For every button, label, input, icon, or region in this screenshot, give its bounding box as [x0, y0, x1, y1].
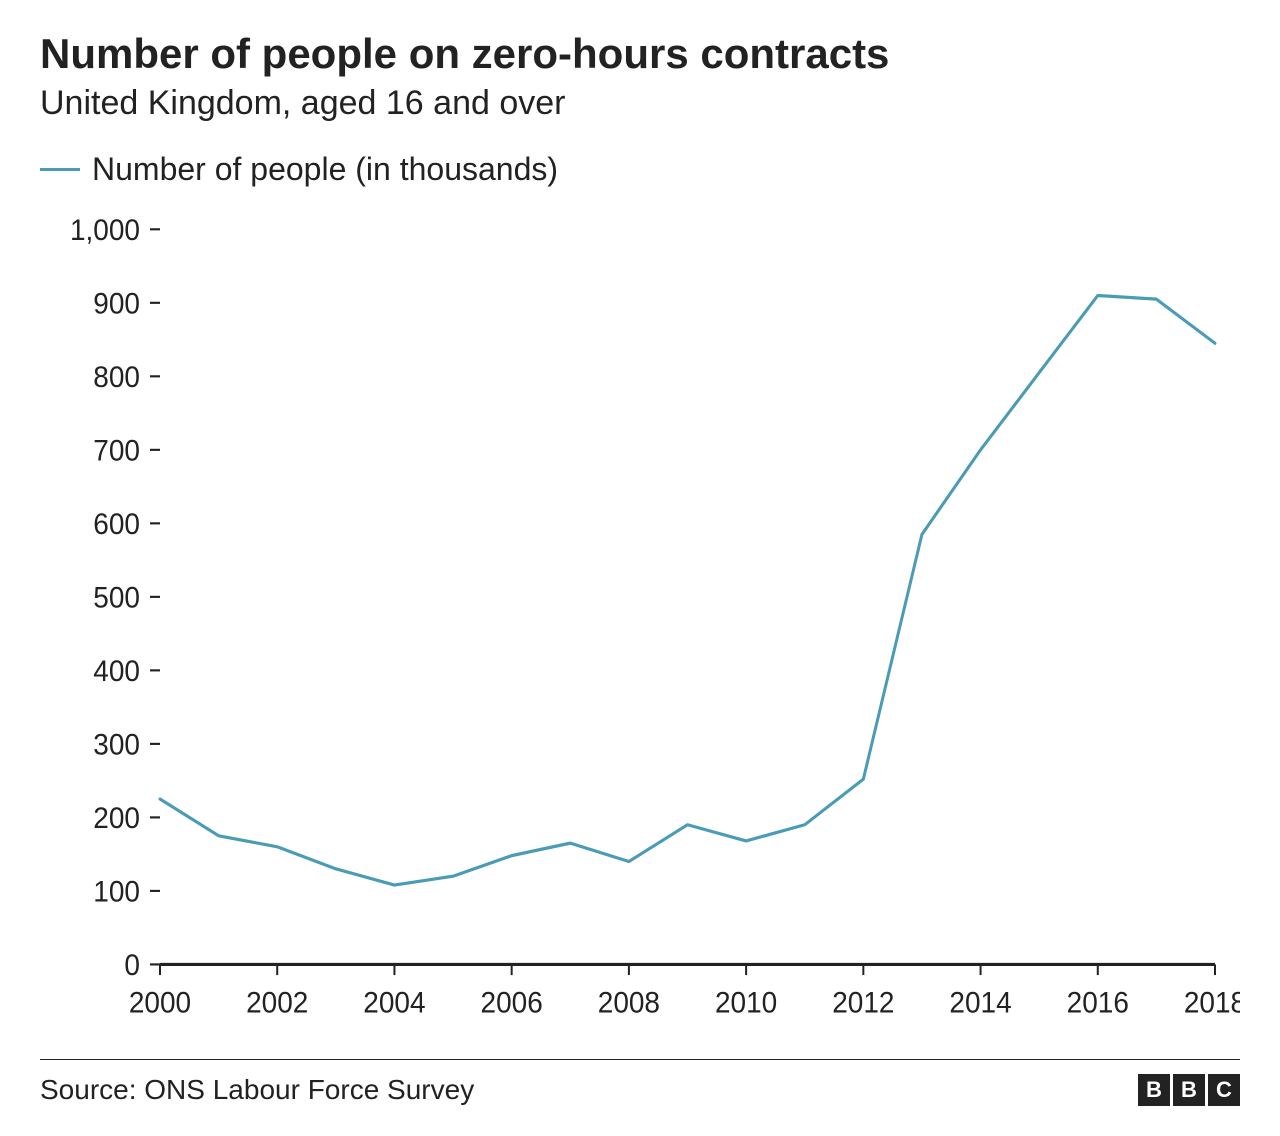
chart-title: Number of people on zero-hours contracts: [40, 30, 1240, 78]
legend-label: Number of people (in thousands): [92, 151, 558, 188]
svg-text:0: 0: [124, 949, 140, 982]
svg-text:2002: 2002: [246, 987, 308, 1020]
svg-text:1,000: 1,000: [70, 214, 140, 247]
svg-text:2014: 2014: [949, 987, 1011, 1020]
legend-swatch: [40, 168, 80, 171]
svg-text:700: 700: [93, 435, 140, 468]
bbc-logo: BBC: [1138, 1074, 1240, 1106]
bbc-block-C: C: [1208, 1074, 1240, 1106]
svg-text:900: 900: [93, 288, 140, 321]
svg-text:400: 400: [93, 655, 140, 688]
svg-text:2004: 2004: [363, 987, 425, 1020]
svg-text:2018: 2018: [1184, 987, 1240, 1020]
legend: Number of people (in thousands): [40, 151, 1240, 188]
svg-text:500: 500: [93, 582, 140, 615]
svg-text:2008: 2008: [598, 987, 660, 1020]
bbc-block-B: B: [1173, 1074, 1205, 1106]
chart-container: Number of people on zero-hours contracts…: [40, 30, 1240, 1106]
svg-text:2010: 2010: [715, 987, 777, 1020]
bbc-block-B: B: [1138, 1074, 1170, 1106]
plot-area: 0 100 200 300 400 500 600 700 800 900 1,000 2000 200…: [40, 208, 1240, 1039]
svg-text:2006: 2006: [481, 987, 543, 1020]
svg-text:2012: 2012: [832, 987, 894, 1020]
svg-text:300: 300: [93, 729, 140, 762]
svg-text:800: 800: [93, 361, 140, 394]
svg-text:2000: 2000: [129, 987, 191, 1020]
chart-subtitle: United Kingdom, aged 16 and over: [40, 84, 1240, 123]
svg-text:100: 100: [93, 876, 140, 909]
footer: Source: ONS Labour Force Survey BBC: [40, 1059, 1240, 1106]
line-chart-svg: 0 100 200 300 400 500 600 700 800 900 1,000 2000 200…: [40, 208, 1240, 1039]
svg-text:600: 600: [93, 508, 140, 541]
svg-text:2016: 2016: [1067, 987, 1129, 1020]
source-text: Source: ONS Labour Force Survey: [40, 1074, 474, 1106]
svg-text:200: 200: [93, 802, 140, 835]
